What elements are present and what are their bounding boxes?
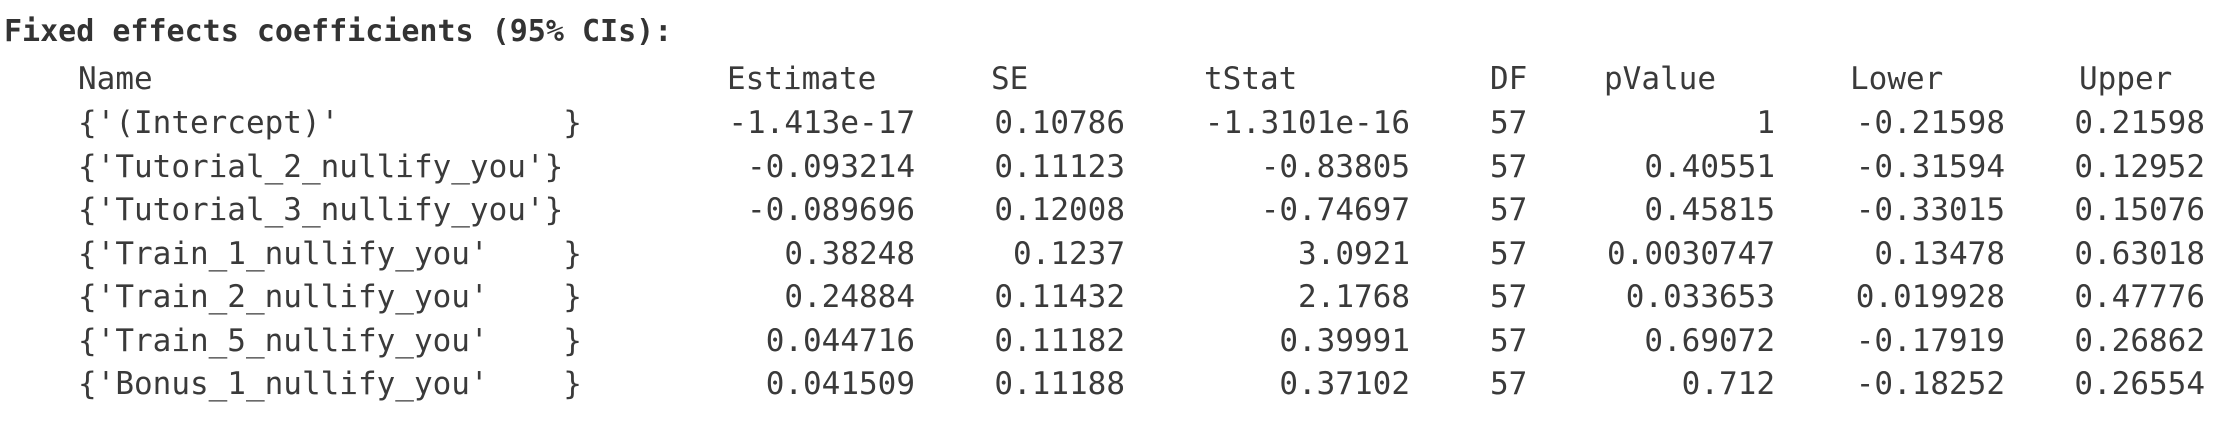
cell-name: {'(Intercept)' } bbox=[78, 105, 582, 141]
cell-lower: -0.33015 bbox=[1855, 192, 2005, 228]
cell-se: 0.12008 bbox=[994, 192, 1125, 228]
cell-name: {'Tutorial_3_nullify_you'} bbox=[78, 192, 564, 228]
cell-df: 57 bbox=[1490, 322, 1528, 359]
header-df: DF bbox=[1490, 61, 1528, 97]
cell-se: 0.11432 bbox=[994, 279, 1125, 315]
cell-pvalue: 0.40551 bbox=[1644, 148, 1775, 185]
cell-name: {'Tutorial_2_nullify_you'} bbox=[78, 148, 564, 185]
cell-tstat: 0.39991 bbox=[1279, 322, 1410, 359]
cell-estimate: 0.041509 bbox=[765, 366, 915, 402]
cell-df: 57 bbox=[1490, 105, 1528, 141]
cell-estimate: 0.044716 bbox=[765, 322, 915, 359]
cell-lower: -0.18252 bbox=[1855, 366, 2005, 402]
header-tstat: tStat bbox=[1204, 61, 1298, 97]
cell-lower: -0.17919 bbox=[1855, 322, 2005, 359]
cell-estimate: -0.093214 bbox=[747, 148, 915, 185]
cell-upper: 0.47776 bbox=[2074, 279, 2205, 315]
output-title: Fixed effects coefficients (95% CIs): bbox=[4, 14, 673, 49]
cell-tstat: 2.1768 bbox=[1298, 279, 1410, 315]
cell-pvalue: 0.45815 bbox=[1644, 192, 1775, 228]
cell-pvalue: 0.712 bbox=[1681, 366, 1775, 402]
cell-se: 0.11188 bbox=[994, 366, 1125, 402]
cell-estimate: 0.38248 bbox=[784, 235, 915, 272]
cell-lower: -0.31594 bbox=[1855, 148, 2005, 185]
cell-se: 0.11123 bbox=[994, 148, 1125, 185]
cell-lower: 0.13478 bbox=[1874, 235, 2005, 272]
cell-df: 57 bbox=[1490, 148, 1528, 185]
cell-tstat: 3.0921 bbox=[1298, 235, 1410, 272]
header-name: Name bbox=[78, 61, 153, 97]
cell-estimate: -0.089696 bbox=[747, 192, 915, 228]
cell-pvalue: 1 bbox=[1756, 105, 1775, 141]
cell-lower: 0.019928 bbox=[1855, 279, 2005, 315]
cell-estimate: 0.24884 bbox=[784, 279, 915, 315]
cell-df: 57 bbox=[1490, 192, 1528, 228]
cell-upper: 0.12952 bbox=[2074, 148, 2205, 185]
cell-pvalue: 0.69072 bbox=[1644, 322, 1775, 359]
cell-upper: 0.26862 bbox=[2074, 322, 2205, 359]
cell-upper: 0.63018 bbox=[2074, 235, 2205, 272]
cell-se: 0.10786 bbox=[994, 105, 1125, 141]
header-se: SE bbox=[991, 61, 1029, 97]
cell-tstat: 0.37102 bbox=[1279, 366, 1410, 402]
cell-name: {'Train_1_nullify_you' } bbox=[78, 235, 582, 272]
cell-name: {'Train_2_nullify_you' } bbox=[78, 279, 582, 315]
header-estimate: Estimate bbox=[727, 61, 877, 97]
header-pvalue: pValue bbox=[1604, 61, 1716, 97]
cell-tstat: -0.83805 bbox=[1260, 148, 1410, 185]
cell-estimate: -1.413e-17 bbox=[728, 105, 915, 141]
cell-name: {'Train_5_nullify_you' } bbox=[78, 322, 582, 359]
cell-upper: 0.21598 bbox=[2074, 105, 2205, 141]
cell-tstat: -1.3101e-16 bbox=[1204, 105, 1410, 141]
cell-lower: -0.21598 bbox=[1855, 105, 2005, 141]
cell-df: 57 bbox=[1490, 279, 1528, 315]
cell-upper: 0.26554 bbox=[2074, 366, 2205, 402]
cell-se: 0.1237 bbox=[1013, 235, 1125, 272]
cell-se: 0.11182 bbox=[994, 322, 1125, 359]
cell-name: {'Bonus_1_nullify_you' } bbox=[78, 366, 582, 402]
header-upper: Upper bbox=[2079, 61, 2173, 97]
cell-upper: 0.15076 bbox=[2074, 192, 2205, 228]
cell-df: 57 bbox=[1490, 235, 1528, 272]
cell-df: 57 bbox=[1490, 366, 1528, 402]
cell-pvalue: 0.0030747 bbox=[1607, 235, 1775, 272]
header-lower: Lower bbox=[1850, 61, 1944, 97]
cell-pvalue: 0.033653 bbox=[1625, 279, 1775, 315]
cell-tstat: -0.74697 bbox=[1260, 192, 1410, 228]
